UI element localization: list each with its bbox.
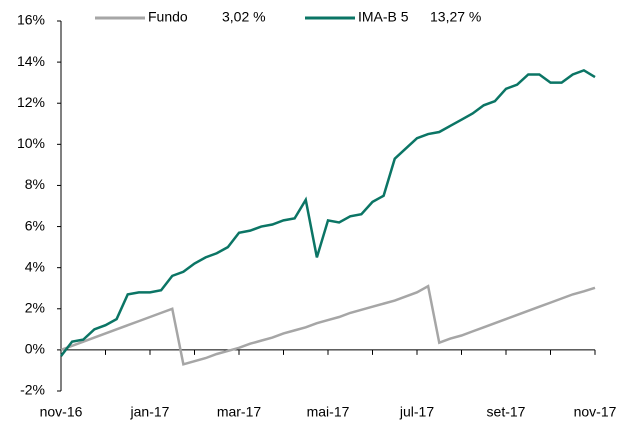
y-tick-label: 0%: [25, 341, 45, 357]
series-line: [60, 68, 596, 357]
x-tick-label: nov-16: [40, 404, 83, 420]
y-tick-label: 14%: [17, 53, 45, 69]
x-tick-label: jan-17: [130, 404, 170, 420]
legend-value: 3,02 %: [222, 9, 266, 25]
x-tick-label: nov-17: [574, 404, 617, 420]
legend-value: 13,27 %: [430, 9, 481, 25]
y-tick-label: 10%: [17, 135, 45, 151]
x-tick-label: set-17: [487, 404, 526, 420]
y-tick-label: 12%: [17, 94, 45, 110]
legend-label: Fundo: [148, 9, 188, 25]
legend-label: IMA-B 5: [358, 9, 409, 25]
y-tick-label: 8%: [25, 176, 45, 192]
x-tick-label: mai-17: [307, 404, 350, 420]
x-tick-label: mar-17: [217, 404, 262, 420]
y-tick-label: 16%: [17, 12, 45, 28]
y-tick-label: -2%: [20, 382, 45, 398]
y-tick-label: 2%: [25, 299, 45, 315]
y-tick-label: 4%: [25, 258, 45, 274]
x-tick-label: jul-17: [399, 404, 434, 420]
y-tick-label: 6%: [25, 217, 45, 233]
series-line: [60, 284, 596, 366]
